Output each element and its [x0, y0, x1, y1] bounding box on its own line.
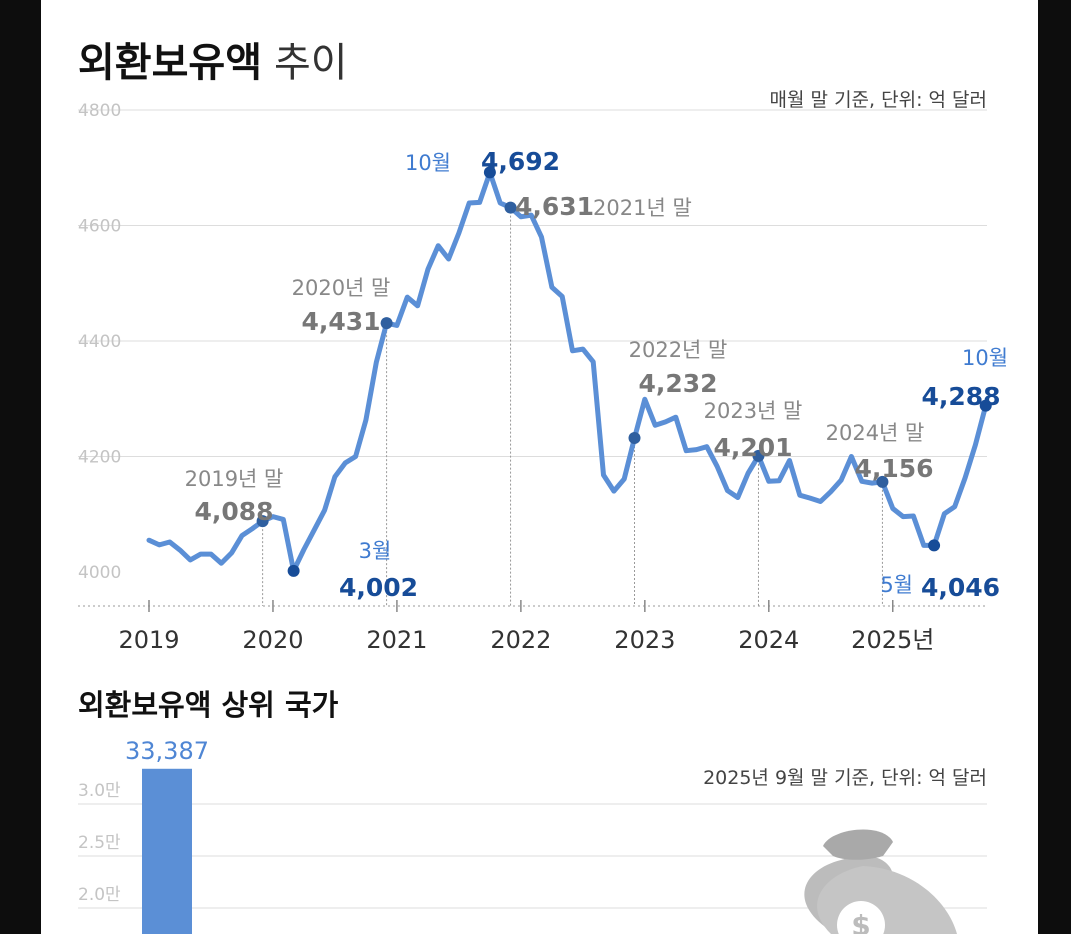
annotation-value: 4,232	[638, 369, 717, 398]
y-tick-label: 4000	[78, 563, 121, 583]
annotation-value: 4,692	[481, 147, 560, 176]
line-chart-y-ticks: 4000 4200 4400 4600 4800	[78, 101, 121, 583]
x-tick-label: 2025년	[851, 626, 934, 654]
annotation-dot	[876, 475, 889, 488]
annotation-caption: 10월	[405, 151, 451, 175]
bar-chart-title: 외환보유액 상위 국가	[78, 688, 339, 722]
bar-y-tick-label: 2.5만	[78, 833, 121, 853]
annotation-dot	[504, 201, 517, 214]
annotation-caption: 10월	[962, 346, 1008, 370]
bar-y-tick-label: 2.0만	[78, 885, 121, 905]
annotation-caption: 2021년 말	[593, 196, 692, 220]
x-tick-label: 2024	[738, 626, 799, 654]
bar-y-tick-label: 3.0만	[78, 781, 121, 801]
line-chart-x-axis: 2019 2020 2021 2022 2023 2024 2025년	[78, 600, 987, 654]
x-tick-label: 2022	[490, 626, 551, 654]
bar-chart-bars: 33,387	[125, 737, 209, 934]
annotation-caption: 2022년 말	[629, 338, 728, 362]
infographic: 외환보유액 추이 매월 말 기준, 단위: 억 달러 4000 4200 4400 4…	[41, 0, 1038, 934]
annotation-value: 4,156	[854, 454, 933, 483]
annotation-dot	[483, 166, 496, 179]
annotation-value: 4,631	[515, 192, 594, 221]
annotation-caption: 3월	[359, 539, 392, 563]
annotation-dot	[979, 399, 992, 412]
y-tick-label: 4200	[78, 448, 121, 468]
y-tick-label: 4800	[78, 101, 121, 121]
line-chart-grid	[78, 109, 987, 457]
annotation-dot	[380, 317, 393, 330]
y-tick-label: 4400	[78, 332, 121, 352]
annotation-caption: 2024년 말	[826, 421, 925, 445]
annotation-caption: 2023년 말	[704, 399, 803, 423]
infographic-svg: 외환보유액 추이 매월 말 기준, 단위: 억 달러 4000420044004…	[78, 40, 1008, 934]
chart-title-suffix: 추이	[274, 40, 348, 86]
annotation-value: 4,046	[921, 573, 1000, 602]
annotation-caption: 5월	[880, 573, 913, 597]
annotation-dot	[287, 564, 300, 577]
annotation-value: 4,431	[301, 307, 380, 336]
annotation-dot	[628, 432, 641, 445]
line-chart-series	[146, 169, 989, 574]
x-tick-label: 2021	[366, 626, 427, 654]
annotation-value: 4,288	[921, 382, 1000, 411]
line-chart-annotations: 2019년 말 4,088 3월 4,002 2020년 말 4,431 10월 4,692 2…	[185, 147, 1008, 602]
annotation-dot	[256, 515, 269, 528]
reserves-line	[146, 169, 989, 574]
bar-value-label: 33,387	[125, 737, 209, 765]
annotation-value: 4,088	[194, 497, 273, 526]
annotation-caption: 2020년 말	[292, 276, 391, 300]
annotation-value: 4,201	[713, 433, 792, 462]
annotation-dot	[752, 449, 765, 462]
svg-text:$: $	[851, 909, 870, 934]
x-tick-label: 2023	[614, 626, 675, 654]
unit-note: 매월 말 기준, 단위: 억 달러	[770, 89, 987, 111]
annotation-dot	[928, 539, 941, 552]
chart-title: 외환보유액	[78, 40, 262, 86]
y-tick-label: 4600	[78, 217, 121, 237]
x-tick-label: 2020	[242, 626, 303, 654]
bar-chart-note: 2025년 9월 말 기준, 단위: 억 달러	[703, 767, 987, 789]
line-chart-guides	[262, 207, 883, 606]
annotation-value: 4,002	[339, 573, 418, 602]
money-bag-icon: $	[804, 829, 957, 934]
bar	[142, 768, 192, 934]
annotation-caption: 2019년 말	[185, 467, 284, 491]
x-tick-label: 2019	[118, 626, 179, 654]
